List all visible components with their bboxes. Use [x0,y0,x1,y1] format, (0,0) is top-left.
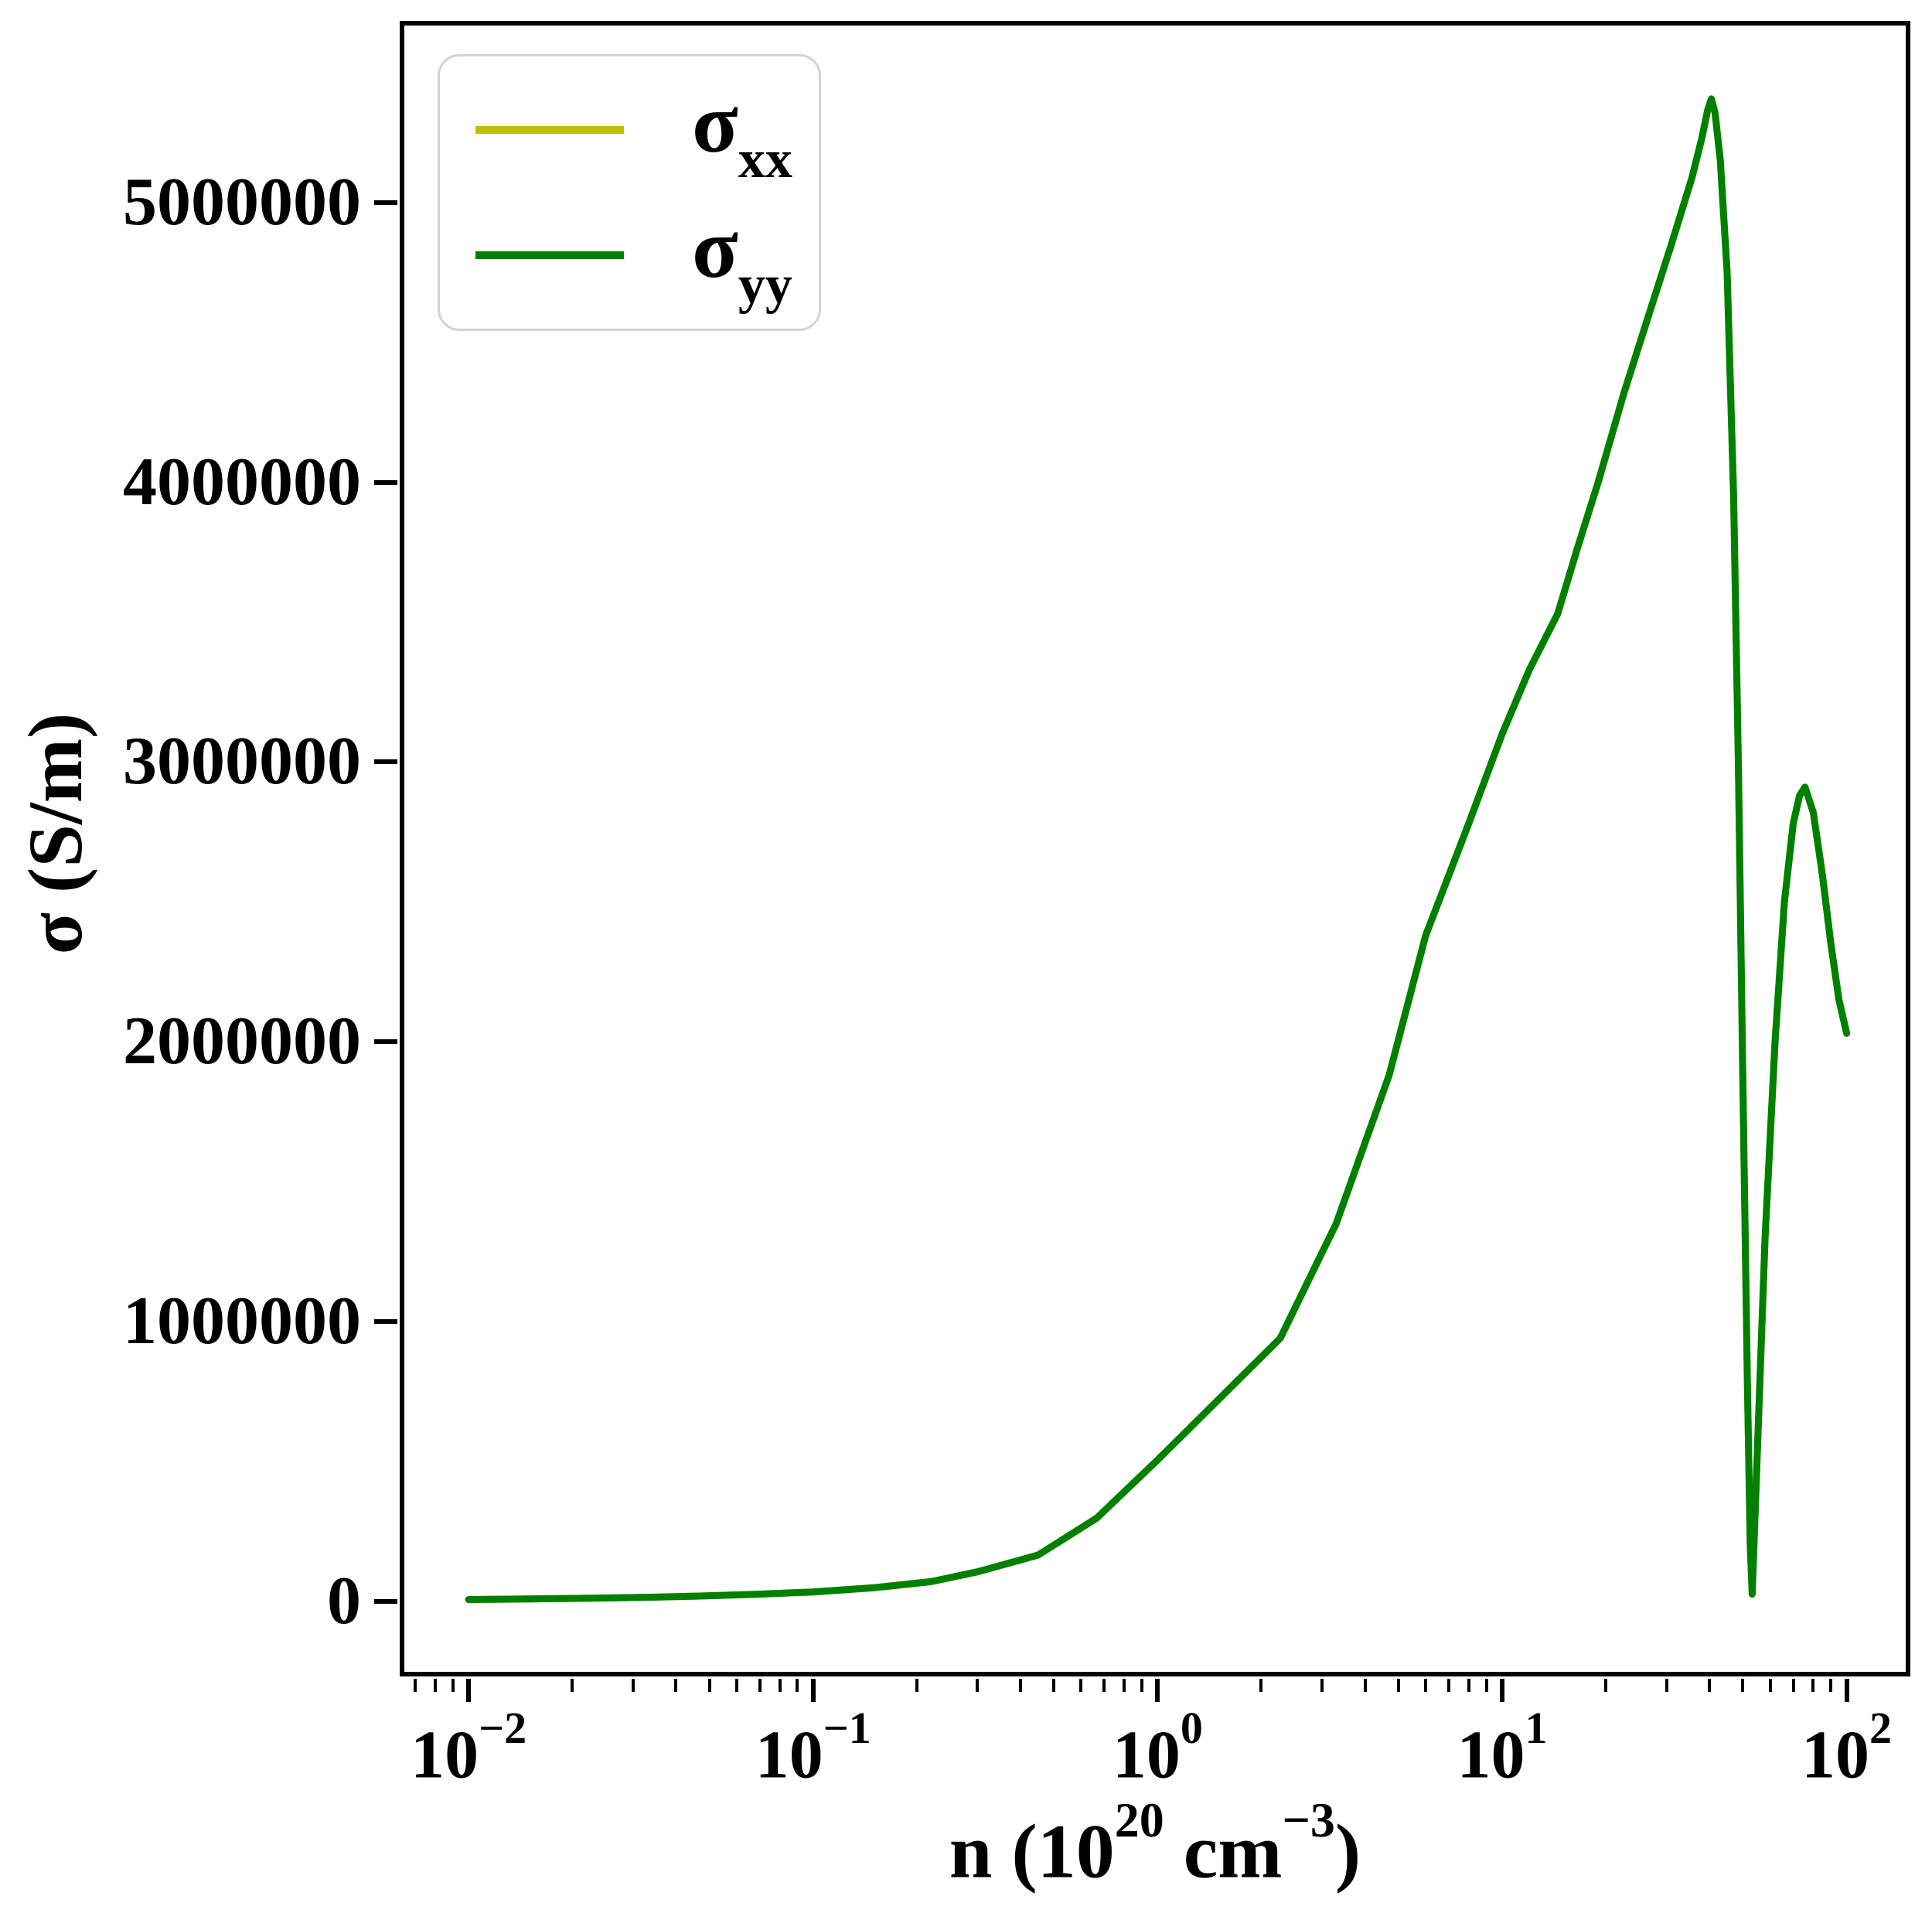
x-minor-tick [796,1679,799,1692]
x-minor-tick [1102,1679,1106,1692]
x-tick-label: 102 [1801,1706,1892,1793]
y-tick-label: 5000000 [123,164,361,240]
x-tick-label-base: 10 [1801,1717,1870,1793]
x-minor-tick [674,1679,678,1692]
y-tick-label: 2000000 [123,1004,361,1079]
legend-label-sigma-yy: σyy [692,206,792,312]
x-tick-label-exponent: 0 [1180,1703,1203,1753]
x-tick-label-exponent: 2 [1869,1703,1893,1753]
x-minor-tick [451,1679,455,1692]
x-tick-label-exponent: −1 [823,1703,871,1753]
x-minor-tick [976,1679,980,1692]
x-minor-tick [1123,1679,1126,1692]
y-major-tick [374,759,397,765]
x-tick-label-base: 10 [1112,1717,1181,1793]
y-tick-label: 0 [327,1563,361,1639]
x-major-tick [466,1679,472,1702]
legend-line-sigma-xx [475,126,624,134]
legend-label-sigma-xx: σxx [692,80,792,187]
x-minor-tick [1424,1679,1428,1692]
x-axis-label: n (1020 cm−3) [949,1796,1361,1890]
y-major-tick [374,1598,397,1604]
x-major-tick [810,1679,816,1702]
x-major-tick [1844,1679,1849,1702]
x-major-tick [1155,1679,1160,1702]
legend-label-sigma-xx-subscript: xx [738,130,792,189]
x-minor-tick [1052,1679,1056,1692]
x-minor-tick [1396,1679,1400,1692]
x-tick-label: 10−1 [755,1706,871,1793]
x-axis-label-post: ) [1334,1808,1361,1895]
x-minor-tick [1259,1679,1263,1692]
x-minor-tick [778,1679,782,1692]
x-minor-tick [1604,1679,1608,1692]
x-minor-tick [1140,1679,1143,1692]
x-tick-label-base: 10 [411,1717,479,1793]
y-tick-label: 4000000 [123,444,361,520]
x-minor-tick [734,1679,738,1692]
x-minor-tick [1708,1679,1712,1692]
legend-entry-sigma-xx: σxx [440,80,819,187]
x-minor-tick [414,1679,417,1692]
x-tick-label: 10−2 [411,1706,526,1793]
curve-layer [465,95,1851,1603]
x-minor-tick [1811,1679,1815,1692]
plot-area [400,21,1910,1676]
x-minor-tick [1768,1679,1772,1692]
y-tick-label: 3000000 [123,724,361,800]
legend-label-sigma-yy-symbol: σ [692,201,738,295]
x-tick-label: 100 [1112,1706,1203,1793]
y-axis-label: σ (S/m) [12,712,98,955]
x-minor-tick [1019,1679,1023,1692]
x-tick-label-exponent: 1 [1525,1703,1548,1753]
x-minor-tick [571,1679,574,1692]
y-major-tick [374,1039,397,1045]
x-axis-label-pre: n (10 [949,1808,1115,1895]
x-minor-tick [433,1679,437,1692]
y-major-tick [374,200,397,205]
legend-line-sigma-yy [475,251,624,259]
legend-label-sigma-xx-symbol: σ [692,76,738,170]
x-minor-tick [1829,1679,1833,1692]
x-axis-label-mid: cm [1164,1808,1283,1895]
x-minor-tick [1363,1679,1367,1692]
y-tick-label: 1000000 [123,1283,361,1359]
y-major-tick [374,479,397,485]
x-minor-tick [1484,1679,1488,1692]
legend-box: σxx σyy [438,54,821,331]
x-tick-label-base: 10 [1457,1717,1525,1793]
x-minor-tick [915,1679,918,1692]
x-minor-tick [1665,1679,1668,1692]
x-tick-label-exponent: −2 [479,1703,527,1753]
x-minor-tick [707,1679,711,1692]
x-axis-label-exponent-2: −3 [1282,1792,1335,1847]
x-axis-label-exponent: 20 [1114,1792,1164,1847]
x-major-tick [1499,1679,1504,1702]
x-minor-tick [1079,1679,1083,1692]
legend-entry-sigma-yy: σyy [440,206,819,312]
x-minor-tick [758,1679,762,1692]
x-tick-label: 101 [1457,1706,1547,1793]
x-minor-tick [1741,1679,1745,1692]
legend-label-sigma-yy-subscript: yy [738,255,792,315]
x-minor-tick [1446,1679,1450,1692]
x-minor-tick [1320,1679,1324,1692]
x-minor-tick [1467,1679,1470,1692]
x-minor-tick [631,1679,635,1692]
x-minor-tick [1791,1679,1795,1692]
sigma-yy-line [465,95,1851,1603]
x-tick-label-base: 10 [755,1717,823,1793]
y-major-tick [374,1318,397,1324]
